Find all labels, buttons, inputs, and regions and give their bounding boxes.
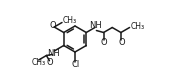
Text: CH₃: CH₃ <box>63 16 77 25</box>
Text: O: O <box>118 38 125 47</box>
Text: CH₃: CH₃ <box>131 22 145 31</box>
Text: NH: NH <box>47 49 60 58</box>
Text: O: O <box>49 21 56 30</box>
Text: O: O <box>101 38 107 47</box>
Text: Cl: Cl <box>72 60 80 69</box>
Text: O: O <box>46 58 53 67</box>
Text: NH: NH <box>89 20 102 29</box>
Text: CH₃: CH₃ <box>32 58 46 67</box>
